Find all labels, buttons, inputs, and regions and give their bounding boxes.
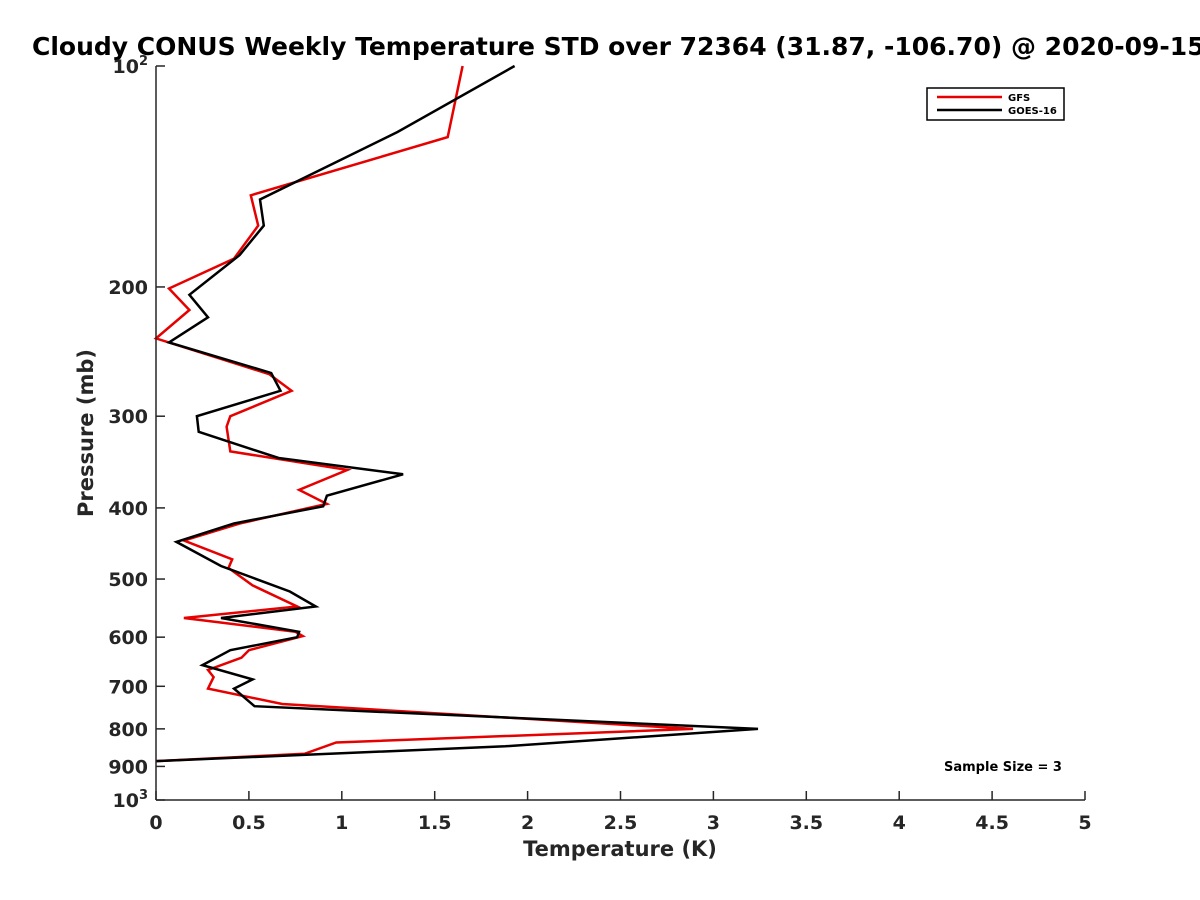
x-tick-label: 1.5 xyxy=(418,812,452,834)
legend-box xyxy=(926,87,1065,121)
series-layer xyxy=(153,64,759,763)
y-tick-label: 600 xyxy=(108,627,148,649)
y-tick-label: 300 xyxy=(108,406,148,428)
y-tick-label: 800 xyxy=(108,719,148,741)
y-tick-label: 900 xyxy=(108,756,148,778)
axes-layer: 0 0.5 1 1.5 2 2.5 3 3.5 4 4.5 5 102 200 300 400 500 600 7… xyxy=(108,54,1091,834)
plot-area xyxy=(156,66,1085,800)
x-tick-label: 2 xyxy=(521,812,534,834)
x-tick-label: 5 xyxy=(1078,812,1091,834)
x-tick-label: 0 xyxy=(149,812,162,834)
y-tick-label: 102 xyxy=(113,54,149,78)
y-tick-label: 500 xyxy=(108,569,148,591)
legend: GFS GOES-16 xyxy=(926,87,1065,121)
y-tick-label: 700 xyxy=(108,676,148,698)
x-tick-label: 4.5 xyxy=(975,812,1009,834)
chart-title: Cloudy CONUS Weekly Temperature STD over… xyxy=(32,32,1200,61)
x-tick-label: 2.5 xyxy=(604,812,638,834)
x-tick-label: 4 xyxy=(893,812,906,834)
x-axis-label: Temperature (K) xyxy=(523,837,717,861)
y-tick-label: 200 xyxy=(108,277,148,299)
y-tick-label: 400 xyxy=(108,498,148,520)
x-tick-label: 1 xyxy=(335,812,348,834)
series-line-goes16 xyxy=(155,64,759,763)
y-tick-label: 103 xyxy=(113,788,149,812)
x-tick-label: 3 xyxy=(707,812,720,834)
legend-label-goes16: GOES-16 xyxy=(1008,106,1057,117)
x-tick-label: 3.5 xyxy=(789,812,823,834)
sample-size-annotation: Sample Size = 3 xyxy=(944,760,1062,775)
y-axis-label: Pressure (mb) xyxy=(74,349,98,517)
x-tick-label: 0.5 xyxy=(232,812,266,834)
legend-label-gfs: GFS xyxy=(1008,93,1030,104)
